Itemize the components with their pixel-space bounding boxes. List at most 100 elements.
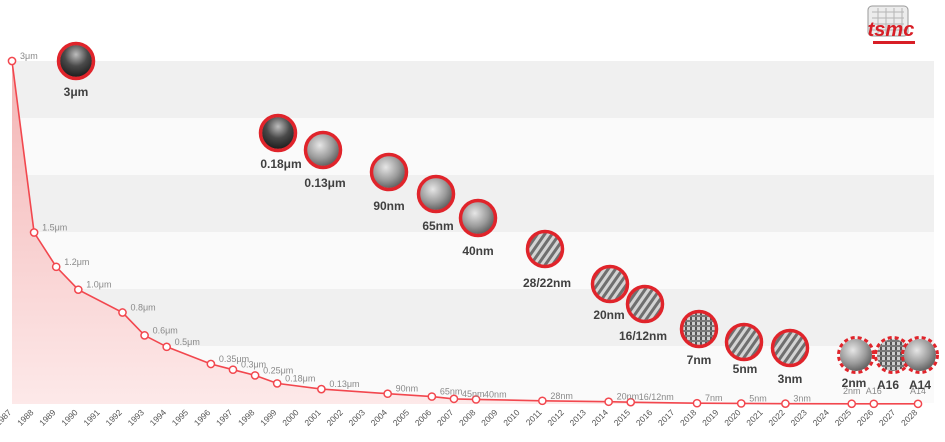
- point-marker-1-0-m: [73, 285, 83, 295]
- point-label-0-5-m: 0.5μm: [175, 337, 200, 347]
- node-ring: [590, 264, 630, 304]
- node-label: 7nm: [687, 353, 712, 367]
- x-tick-2013: 2013: [567, 407, 588, 428]
- node-label: 3μm: [64, 85, 89, 99]
- background-bands: [14, 61, 934, 403]
- point-label-28nm: 28nm: [550, 391, 573, 401]
- x-tick-2004: 2004: [369, 407, 390, 428]
- point-marker-0-18-m: [272, 379, 282, 388]
- grid-band: [14, 61, 934, 118]
- node-image-icon: [60, 45, 92, 77]
- point-label-3-m: 3μm: [20, 51, 38, 61]
- x-tick-1989: 1989: [37, 407, 58, 428]
- node-label: A14: [909, 378, 931, 392]
- point-label-16-12nm: 16/12nm: [639, 392, 674, 402]
- node-label: 3nm: [778, 372, 803, 386]
- logo-text: tsmc: [868, 19, 915, 41]
- node-label: 0.18μm: [260, 157, 301, 171]
- node-badge-90nm: 90nm: [369, 152, 409, 213]
- x-tick-1987: 1987: [0, 407, 14, 428]
- x-tick-2028: 2028: [899, 407, 920, 428]
- node-ring: [303, 130, 343, 170]
- point-label-0-13-m: 0.13μm: [329, 379, 359, 389]
- grid-band: [14, 232, 934, 289]
- node-ring: [625, 284, 665, 324]
- point-label-5nm: 5nm: [749, 393, 767, 403]
- point-marker-0-3-m: [228, 365, 238, 375]
- x-tick-2005: 2005: [391, 407, 412, 428]
- node-badge-28-22nm: 28/22nm: [523, 229, 571, 290]
- node-ring: [770, 328, 810, 368]
- point-marker-40nm: [471, 395, 481, 404]
- node-label: 65nm: [422, 219, 453, 233]
- point-label-a16: A16: [866, 386, 882, 396]
- x-tick-2026: 2026: [855, 407, 876, 428]
- point-label-90nm: 90nm: [396, 384, 419, 394]
- point-label-0-25-m: 0.25μm: [263, 365, 293, 375]
- node-badge-65nm: 65nm: [416, 174, 456, 233]
- point-marker-0-8-m: [118, 308, 127, 317]
- point-label-3nm: 3nm: [793, 394, 811, 404]
- x-tick-2015: 2015: [612, 407, 633, 428]
- x-tick-1993: 1993: [126, 407, 147, 428]
- node-image-icon: [594, 268, 626, 300]
- point-marker-65nm: [427, 392, 437, 401]
- x-tick-2003: 2003: [347, 407, 368, 428]
- node-label: 28/22nm: [523, 276, 571, 290]
- point-marker-28nm: [537, 396, 547, 406]
- node-badges: 3μm0.18μm0.13μm90nm65nm40nm28/22nm20nm16…: [56, 41, 939, 392]
- node-badge-16-12nm: 16/12nm: [619, 284, 667, 343]
- x-tick-2022: 2022: [766, 407, 787, 428]
- x-tick-2010: 2010: [501, 407, 522, 428]
- node-label: 2nm: [842, 376, 867, 390]
- x-tick-2007: 2007: [435, 407, 456, 428]
- x-tick-2008: 2008: [457, 407, 478, 428]
- node-image-icon: [262, 117, 294, 149]
- point-marker-5nm: [736, 399, 746, 408]
- x-tick-1991: 1991: [81, 407, 102, 428]
- x-tick-2025: 2025: [833, 407, 854, 428]
- point-marker-1-5-m: [29, 228, 39, 237]
- node-badge-40nm: 40nm: [458, 198, 498, 258]
- x-tick-2021: 2021: [744, 407, 765, 428]
- node-image-icon: [840, 339, 872, 371]
- point-label-0-6-m: 0.6μm: [153, 325, 178, 335]
- x-tick-2000: 2000: [280, 407, 301, 428]
- node-ring: [56, 41, 96, 81]
- node-badge-a14: A14: [901, 336, 939, 392]
- logo-grid-icon: [872, 8, 904, 34]
- node-image-icon: [728, 326, 760, 358]
- point-marker-45nm: [449, 394, 459, 404]
- point-label-65nm: 65nm: [440, 387, 463, 397]
- node-badge-7nm: 7nm: [679, 309, 719, 367]
- node-image-icon: [529, 233, 561, 265]
- node-label: 90nm: [373, 199, 404, 213]
- point-marker-a16: [869, 399, 879, 409]
- point-label-45nm: 45nm: [462, 389, 485, 399]
- point-marker-a14: [913, 399, 923, 409]
- point-marker-0-5-m: [162, 342, 172, 352]
- node-badge-5nm: 5nm: [724, 322, 764, 376]
- point-label-0-8-m: 0.8μm: [130, 303, 155, 313]
- x-tick-2017: 2017: [656, 407, 677, 428]
- x-tick-2024: 2024: [811, 407, 832, 428]
- point-marker-0-13-m: [317, 384, 326, 394]
- x-tick-2009: 2009: [479, 407, 500, 428]
- point-labels: 3μm1.5μm1.2μm1.0μm0.8μm0.6μm0.5μm0.35μm0…: [20, 51, 926, 404]
- point-marker-0-6-m: [140, 331, 149, 340]
- x-tick-2019: 2019: [700, 407, 721, 428]
- point-marker-1-2-m: [51, 262, 61, 272]
- area-fill: [12, 61, 918, 404]
- x-tick-2023: 2023: [788, 407, 809, 428]
- point-marker-90nm: [383, 389, 393, 399]
- node-image-icon: [420, 178, 452, 210]
- node-ring: [525, 229, 565, 269]
- x-tick-2002: 2002: [324, 407, 345, 428]
- point-label-0-3-m: 0.3μm: [241, 360, 266, 370]
- point-marker-2nm: [847, 399, 857, 409]
- point-marker-16-12nm: [626, 397, 636, 407]
- point-marker-20nm: [604, 397, 613, 407]
- node-badge-2nm: 2nm: [837, 336, 875, 390]
